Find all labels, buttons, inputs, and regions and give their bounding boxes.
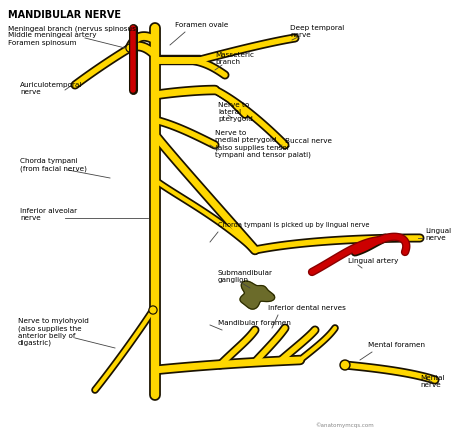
Text: Masseteric
branch: Masseteric branch (215, 52, 254, 65)
Text: Foramen ovale: Foramen ovale (175, 22, 228, 28)
Text: MANDIBULAR NERVE: MANDIBULAR NERVE (8, 10, 121, 20)
Circle shape (341, 361, 348, 368)
Text: Nerve to
lateral
pterygoid: Nerve to lateral pterygoid (218, 102, 253, 122)
Text: Nerve to
medial pterygoid
(also supplies tensor
tympani and tensor palati): Nerve to medial pterygoid (also supplies… (215, 130, 311, 158)
Polygon shape (240, 281, 274, 309)
Text: Inferior dental nerves: Inferior dental nerves (268, 305, 346, 311)
Text: Submandibular
ganglion: Submandibular ganglion (218, 270, 273, 283)
Text: Auriculotemporal
nerve: Auriculotemporal nerve (20, 82, 82, 95)
Text: Inferior alveolar
nerve: Inferior alveolar nerve (20, 208, 77, 221)
Text: Mandibular foramen: Mandibular foramen (218, 320, 291, 326)
Circle shape (127, 45, 133, 51)
Text: ©anatomymcqs.com: ©anatomymcqs.com (315, 422, 374, 428)
Circle shape (126, 44, 134, 52)
Text: Deep temporal
nerve: Deep temporal nerve (290, 25, 344, 38)
Text: Lingual artery: Lingual artery (348, 258, 398, 264)
Text: Mental
nerve: Mental nerve (420, 375, 445, 388)
Text: Lingual
nerve: Lingual nerve (425, 228, 451, 241)
Text: Chorda tympani
(from facial nerve): Chorda tympani (from facial nerve) (20, 158, 87, 171)
Circle shape (149, 306, 157, 314)
Text: Mental foramen: Mental foramen (368, 342, 425, 348)
Text: Buccal nerve: Buccal nerve (285, 138, 332, 144)
Circle shape (340, 360, 350, 370)
Text: Nerve to mylohyoid
(also supplies the
anterior belly of
digastric): Nerve to mylohyoid (also supplies the an… (18, 318, 89, 346)
Text: Meningeal branch (nervus spinosus)
Middle meningeal artery
Foramen spinosum: Meningeal branch (nervus spinosus) Middl… (8, 25, 138, 45)
Text: Chorda tympani is picked up by lingual nerve: Chorda tympani is picked up by lingual n… (218, 222, 370, 228)
Circle shape (150, 307, 156, 313)
